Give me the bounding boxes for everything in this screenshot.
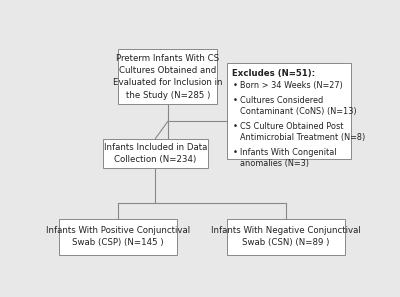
FancyBboxPatch shape xyxy=(227,63,351,159)
FancyBboxPatch shape xyxy=(227,219,344,255)
Text: CS Culture Obtained Post
Antimicrobial Treatment (N=8): CS Culture Obtained Post Antimicrobial T… xyxy=(240,122,365,142)
Text: •: • xyxy=(232,122,237,131)
Text: Infants With Congenital
anomalies (N=3): Infants With Congenital anomalies (N=3) xyxy=(240,148,336,168)
FancyBboxPatch shape xyxy=(59,219,177,255)
Text: Born > 34 Weeks (N=27): Born > 34 Weeks (N=27) xyxy=(240,81,343,90)
FancyBboxPatch shape xyxy=(118,49,218,104)
Text: Excludes (N=51):: Excludes (N=51): xyxy=(232,69,316,78)
Text: •: • xyxy=(232,148,237,157)
Text: Infants Included in Data
Collection (N=234): Infants Included in Data Collection (N=2… xyxy=(104,143,207,164)
FancyBboxPatch shape xyxy=(103,138,208,168)
Text: Infants With Positive Conjunctival
Swab (CSP) (N=145 ): Infants With Positive Conjunctival Swab … xyxy=(46,226,190,247)
Text: Cultures Considered
Contaminant (CoNS) (N=13): Cultures Considered Contaminant (CoNS) (… xyxy=(240,96,357,116)
Text: •: • xyxy=(232,81,237,90)
Text: Infants With Negative Conjunctival
Swab (CSN) (N=89 ): Infants With Negative Conjunctival Swab … xyxy=(211,226,360,247)
Text: •: • xyxy=(232,96,237,105)
Text: Preterm Infants With CS
Cultures Obtained and
Evaluated for Inclusion in
the Stu: Preterm Infants With CS Cultures Obtaine… xyxy=(113,54,222,99)
